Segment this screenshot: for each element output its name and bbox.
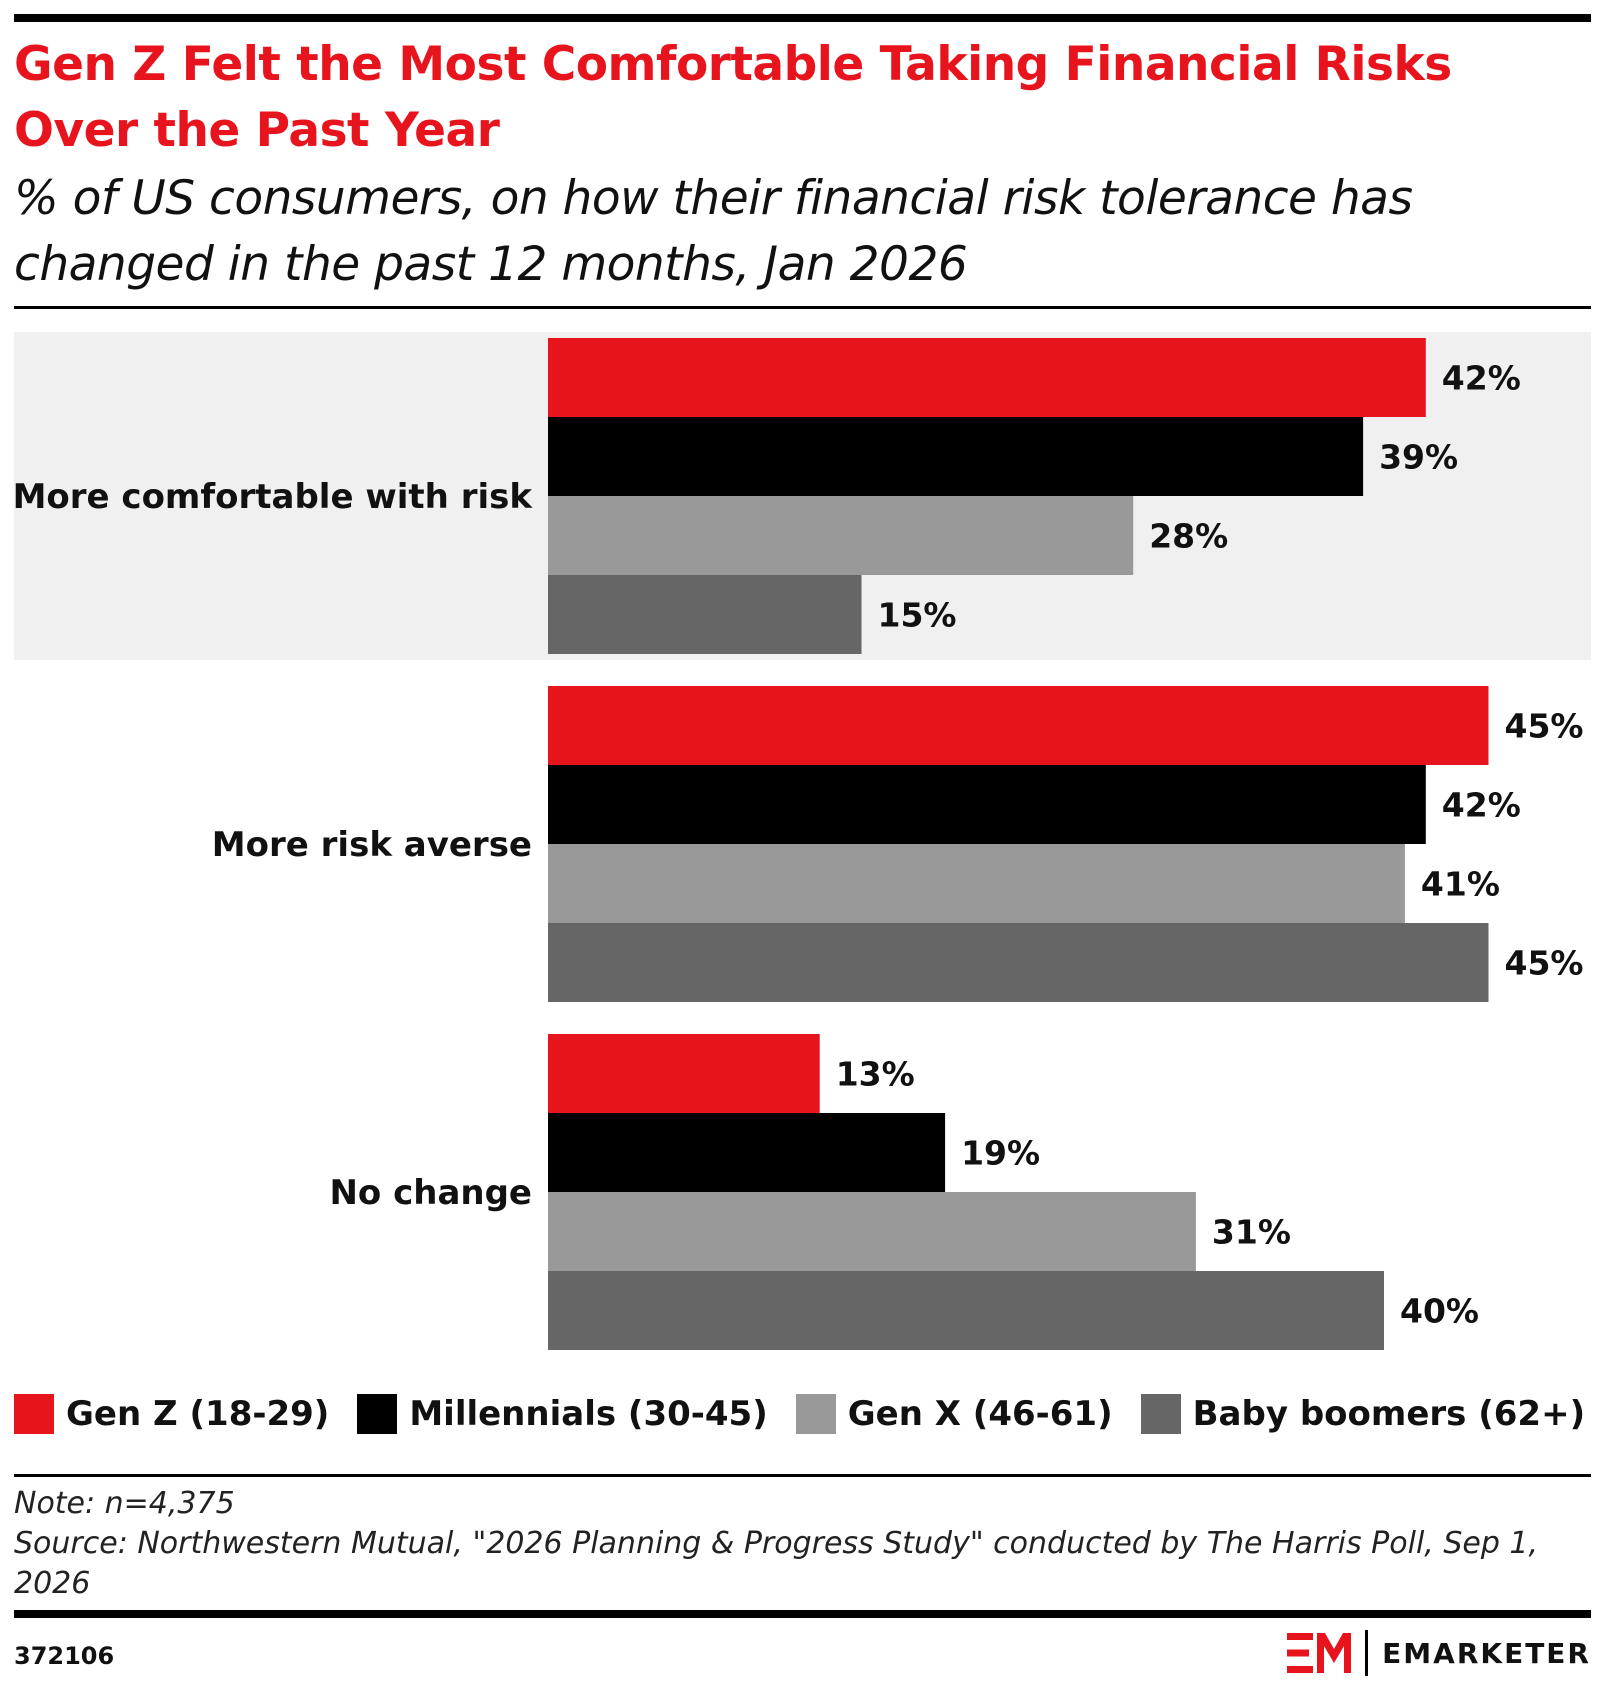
- source-text: Source: Northwestern Mutual, "2026 Plann…: [14, 1526, 1539, 1601]
- chart-legend: Gen Z (18-29) Millennials (30-45) Gen X …: [14, 1392, 1605, 1436]
- category-label-no-change: No change: [329, 1173, 532, 1213]
- bar-no-change-gen-z-18-29: [548, 1034, 820, 1113]
- legend-item-baby-boomers: Baby boomers (62+): [1140, 1394, 1586, 1434]
- data-label-more-risk-averse-millennials-30-45: 42%: [1442, 786, 1521, 825]
- chart-subtitle: % of US consumers, on how their financia…: [14, 171, 1413, 292]
- bar-no-change-baby-boomers-62: [548, 1271, 1384, 1350]
- legend-swatch: [357, 1394, 398, 1434]
- top-rule: [14, 14, 1591, 22]
- bar-more-comfortable-with-risk-baby-boomers-62: [548, 575, 862, 654]
- bar-chart: More comfortable with risk 42% 39% 28% 15% Mo…: [13, 332, 1591, 1350]
- legend-item-gen-z: Gen Z (18-29): [14, 1394, 329, 1434]
- legend-item-millennials: Millennials (30-45): [357, 1394, 768, 1434]
- header-divider: [14, 306, 1591, 309]
- bar-no-change-millennials-30-45: [548, 1113, 946, 1192]
- note-text: Note: n=4,375: [14, 1486, 235, 1521]
- chart-id: 372106: [14, 1642, 115, 1670]
- legend-swatch: [1140, 1394, 1181, 1434]
- data-label-more-comfortable-with-risk-gen-x-46-61: 28%: [1149, 517, 1228, 556]
- brand-logo: EMARKETER: [1287, 1628, 1591, 1678]
- footer-divider: [14, 1474, 1591, 1477]
- bar-more-comfortable-with-risk-gen-x-46-61: [548, 496, 1134, 575]
- chart-title: Gen Z Felt the Most Comfortable Taking F…: [14, 37, 1452, 158]
- legend-label: Baby boomers (62+): [1192, 1394, 1586, 1434]
- legend-label: Millennials (30-45): [409, 1394, 768, 1434]
- legend-swatch: [14, 1394, 54, 1434]
- bar-more-risk-averse-gen-z-18-29: [548, 686, 1489, 765]
- bottom-rule: [14, 1610, 1591, 1618]
- data-label-no-change-baby-boomers-62: 40%: [1400, 1292, 1479, 1331]
- data-label-more-comfortable-with-risk-gen-z-18-29: 42%: [1442, 359, 1521, 398]
- data-label-no-change-gen-z-18-29: 13%: [836, 1055, 915, 1094]
- brand-name: EMARKETER: [1382, 1636, 1591, 1670]
- legend-label: Gen X (46-61): [847, 1394, 1113, 1434]
- bar-more-comfortable-with-risk-gen-z-18-29: [548, 338, 1426, 417]
- em-logo-icon: [1287, 1633, 1352, 1673]
- legend-label: Gen Z (18-29): [66, 1394, 330, 1434]
- category-label-more-comfortable-with-risk: More comfortable with risk: [13, 477, 534, 517]
- data-label-more-risk-averse-gen-x-46-61: 41%: [1421, 865, 1500, 904]
- bar-more-risk-averse-millennials-30-45: [548, 765, 1426, 844]
- bar-more-risk-averse-gen-x-46-61: [548, 844, 1405, 923]
- category-label-more-risk-averse: More risk averse: [212, 825, 532, 865]
- data-label-more-comfortable-with-risk-millennials-30-45: 39%: [1379, 438, 1458, 477]
- data-label-more-risk-averse-baby-boomers-62: 45%: [1505, 944, 1584, 983]
- bar-more-comfortable-with-risk-millennials-30-45: [548, 417, 1364, 496]
- legend-swatch: [795, 1394, 836, 1434]
- footnote: Note: n=4,375 Source: Northwestern Mutua…: [14, 1484, 1591, 1604]
- data-label-more-comfortable-with-risk-baby-boomers-62: 15%: [878, 596, 957, 635]
- data-label-more-risk-averse-gen-z-18-29: 45%: [1505, 707, 1584, 746]
- bar-more-risk-averse-baby-boomers-62: [548, 923, 1489, 1002]
- data-label-no-change-gen-x-46-61: 31%: [1212, 1213, 1291, 1252]
- legend-item-gen-x: Gen X (46-61): [795, 1394, 1113, 1434]
- bar-no-change-gen-x-46-61: [548, 1192, 1196, 1271]
- brand-divider: [1365, 1630, 1369, 1676]
- data-label-no-change-millennials-30-45: 19%: [961, 1134, 1040, 1173]
